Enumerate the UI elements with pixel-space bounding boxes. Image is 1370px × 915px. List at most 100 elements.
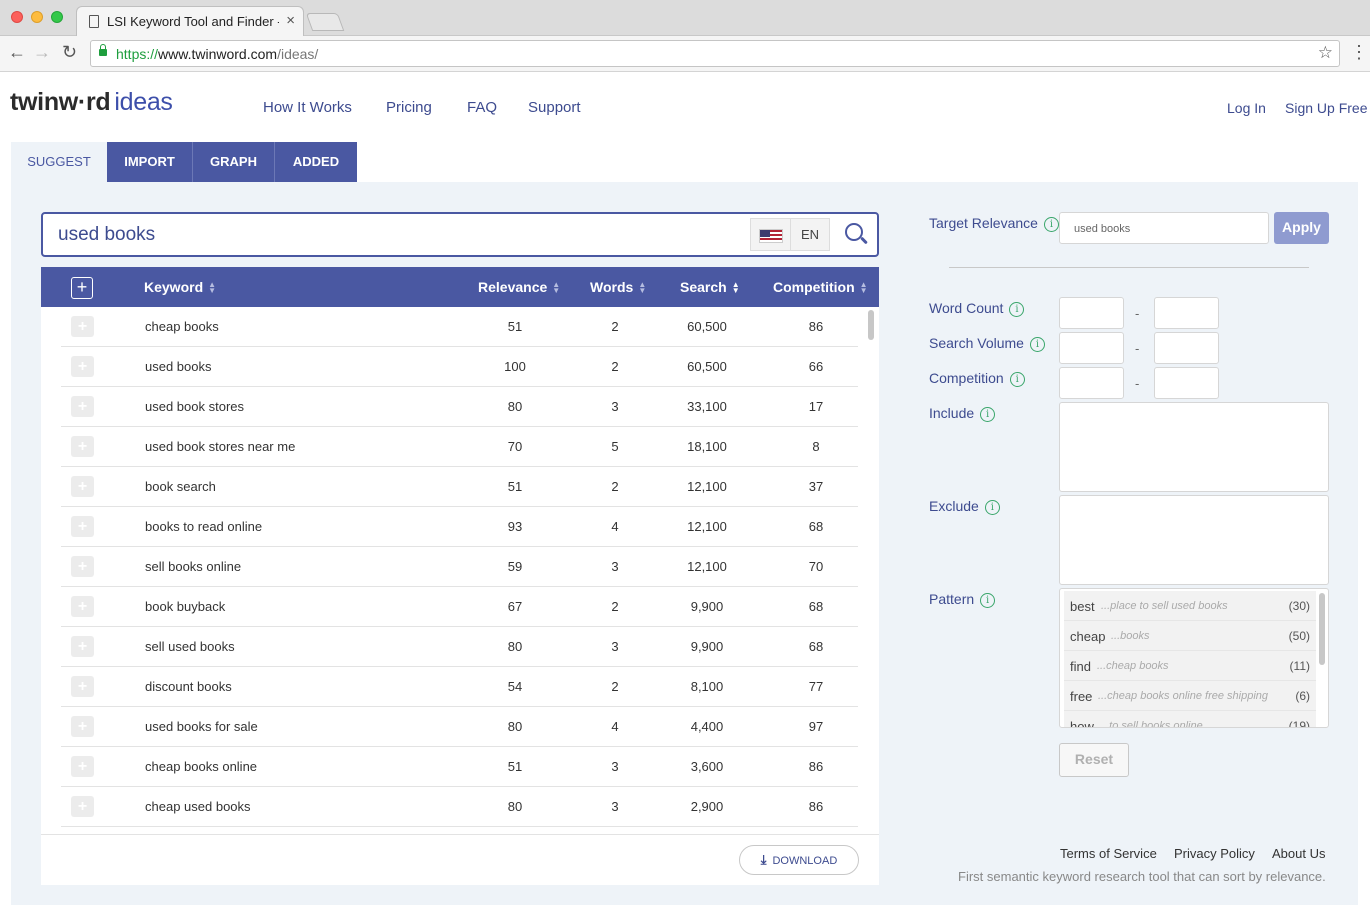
bookmark-star-icon[interactable]: ☆ — [1317, 43, 1333, 62]
language-select[interactable]: EN — [790, 218, 830, 251]
reload-icon[interactable]: ↻ — [62, 42, 78, 62]
lock-icon — [99, 44, 107, 56]
words-cell: 4 — [611, 519, 619, 534]
browser-tab[interactable]: LSI Keyword Tool and Finder - × — [76, 6, 304, 37]
target-relevance-input[interactable]: used books — [1059, 212, 1269, 244]
add-keyword-button[interactable]: + — [71, 716, 94, 737]
pattern-scrollbar[interactable] — [1319, 593, 1325, 665]
table-row: + discount books 54 2 8,100 77 — [61, 667, 858, 707]
new-tab-button[interactable] — [305, 13, 345, 31]
col-words[interactable]: Words ▲ ▼ — [590, 279, 646, 295]
search-volume-label: Search Volume i — [929, 335, 1045, 352]
col-relevance[interactable]: Relevance ▲ ▼ — [478, 279, 560, 295]
tab-graph[interactable]: GRAPH — [193, 142, 275, 182]
login-link[interactable]: Log In — [1227, 100, 1266, 116]
col-competition[interactable]: Competition ▲ ▼ — [773, 279, 868, 295]
add-keyword-button[interactable]: + — [71, 516, 94, 537]
pattern-word: how — [1070, 719, 1094, 728]
reset-button[interactable]: Reset — [1059, 743, 1129, 777]
pattern-hint: ...cheap books online free shipping — [1098, 690, 1269, 702]
word-count-text: Word Count — [929, 300, 1004, 316]
download-button[interactable]: ⤓ DOWNLOAD — [739, 845, 859, 875]
nav-pricing[interactable]: Pricing — [386, 99, 432, 116]
signup-link[interactable]: Sign Up Free — [1285, 100, 1368, 116]
url-text[interactable]: https://www.twinword.com/ideas/ — [116, 46, 318, 62]
search-volume-min-input[interactable] — [1059, 332, 1124, 364]
add-keyword-button[interactable]: + — [71, 796, 94, 817]
add-keyword-button[interactable]: + — [71, 316, 94, 337]
pattern-item[interactable]: cheap ...books (50) — [1064, 621, 1316, 651]
add-keyword-button[interactable]: + — [71, 596, 94, 617]
add-all-button[interactable]: + — [71, 277, 93, 299]
nav-support[interactable]: Support — [528, 99, 581, 116]
table-header: + Keyword ▲ ▼ Relevance ▲ ▼ Words ▲ ▼ Search ▲ ▼… — [41, 267, 879, 307]
competition-max-input[interactable] — [1154, 367, 1219, 399]
competition-cell: 70 — [808, 559, 824, 574]
privacy-link[interactable]: Privacy Policy — [1174, 846, 1255, 861]
pattern-item[interactable]: how ...to sell books online (19) — [1064, 711, 1316, 728]
minimize-window-button[interactable] — [31, 11, 43, 23]
word-count-max-input[interactable] — [1154, 297, 1219, 329]
tab-suggest[interactable]: SUGGEST — [11, 142, 107, 182]
table-scrollbar[interactable] — [868, 310, 874, 340]
col-keyword-label: Keyword — [144, 279, 204, 295]
twinword-logo[interactable]: twinw·rd ideas — [10, 88, 173, 117]
keyword-cell: cheap used books — [145, 799, 251, 814]
close-window-button[interactable] — [11, 11, 23, 23]
info-icon[interactable]: i — [1029, 337, 1045, 352]
search-cell: 2,900 — [690, 799, 724, 814]
relevance-cell: 80 — [507, 639, 523, 654]
country-select[interactable] — [750, 218, 790, 251]
pattern-hint: ...books — [1111, 630, 1150, 642]
add-keyword-button[interactable]: + — [71, 756, 94, 777]
pattern-item[interactable]: best ...place to sell used books (30) — [1064, 591, 1316, 621]
add-keyword-button[interactable]: + — [71, 436, 94, 457]
search-input[interactable]: used books — [58, 224, 156, 245]
tab-import[interactable]: IMPORT — [107, 142, 193, 182]
search-volume-max-input[interactable] — [1154, 332, 1219, 364]
info-icon[interactable]: i — [1043, 217, 1059, 232]
competition-cell: 86 — [808, 319, 824, 334]
words-cell: 2 — [611, 599, 619, 614]
pattern-count: (50) — [1288, 629, 1310, 643]
add-keyword-button[interactable]: + — [71, 556, 94, 577]
close-tab-icon[interactable]: × — [286, 12, 295, 29]
nav-how-it-works[interactable]: How It Works — [263, 99, 352, 116]
info-icon[interactable]: i — [980, 593, 996, 608]
info-icon[interactable]: i — [984, 500, 1000, 515]
exclude-textarea[interactable] — [1059, 495, 1329, 585]
tab-added[interactable]: ADDED — [275, 142, 357, 182]
col-keyword[interactable]: Keyword ▲ ▼ — [144, 279, 216, 295]
apply-button[interactable]: Apply — [1274, 212, 1329, 244]
pattern-list: how ...to sell books online (19) free ...che… — [1059, 588, 1329, 728]
keyword-search-box[interactable]: used books EN — [41, 212, 879, 257]
include-textarea[interactable] — [1059, 402, 1329, 492]
pattern-item[interactable]: find ...cheap books (11) — [1064, 651, 1316, 681]
add-keyword-button[interactable]: + — [71, 396, 94, 417]
info-icon[interactable]: i — [1009, 302, 1025, 317]
info-icon[interactable]: i — [1009, 372, 1025, 387]
maximize-window-button[interactable] — [51, 11, 63, 23]
competition-text: Competition — [929, 370, 1004, 386]
terms-link[interactable]: Terms of Service — [1060, 846, 1157, 861]
forward-arrow-icon[interactable]: → — [33, 42, 51, 62]
competition-min-input[interactable] — [1059, 367, 1124, 399]
col-search[interactable]: Search ▲ ▼ — [680, 279, 740, 295]
info-icon[interactable]: i — [980, 407, 996, 422]
address-bar[interactable]: https://www.twinword.com/ideas/ ☆ — [90, 40, 1340, 67]
pattern-item[interactable]: free ...cheap books online free shipping (… — [1064, 681, 1316, 711]
back-arrow-icon[interactable]: ← — [8, 42, 26, 62]
keyword-cell: sell books online — [145, 559, 242, 574]
word-count-min-input[interactable] — [1059, 297, 1124, 329]
nav-faq[interactable]: FAQ — [467, 99, 498, 116]
relevance-cell: 59 — [507, 559, 523, 574]
url-scheme: https:// — [116, 46, 159, 62]
about-link[interactable]: About Us — [1272, 846, 1326, 861]
browser-menu-icon[interactable]: ⋮ — [1350, 42, 1368, 62]
add-keyword-button[interactable]: + — [71, 636, 94, 657]
search-cell: 8,100 — [690, 679, 724, 694]
add-keyword-button[interactable]: + — [71, 676, 94, 697]
add-keyword-button[interactable]: + — [71, 476, 94, 497]
add-keyword-button[interactable]: + — [71, 356, 94, 377]
search-icon[interactable] — [845, 223, 863, 241]
